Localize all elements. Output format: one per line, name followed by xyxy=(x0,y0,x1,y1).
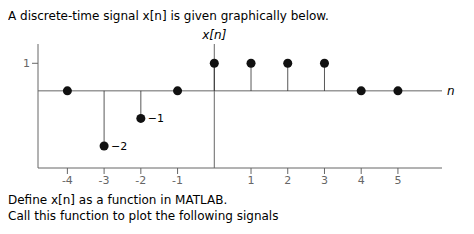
svg-text:4: 4 xyxy=(358,174,365,187)
svg-text:-4: -4 xyxy=(62,174,73,187)
html-text:Define x[n] as a function in M: Define x[n] as a function in MATLAB. xyxy=(8,193,228,207)
svg-text:-2: -2 xyxy=(135,174,146,187)
html-text:Call this function to plot the: Call this function to plot the following… xyxy=(8,209,279,223)
svg-text:-1: -1 xyxy=(172,174,183,187)
svg-text:-3: -3 xyxy=(99,174,110,187)
svg-text:2: 2 xyxy=(284,174,291,187)
svg-text:5: 5 xyxy=(394,174,401,187)
svg-text:x[n]: x[n] xyxy=(201,28,226,42)
svg-text:n: n xyxy=(447,84,455,98)
svg-text:1: 1 xyxy=(248,174,255,187)
svg-text:3: 3 xyxy=(321,174,328,187)
html-text:A discrete-time signal x[n] is: A discrete-time signal x[n] is given gra… xyxy=(8,9,329,23)
svg-text:1: 1 xyxy=(23,57,30,70)
svg-text:−1: −1 xyxy=(148,112,164,125)
svg-text:−2: −2 xyxy=(111,140,127,153)
